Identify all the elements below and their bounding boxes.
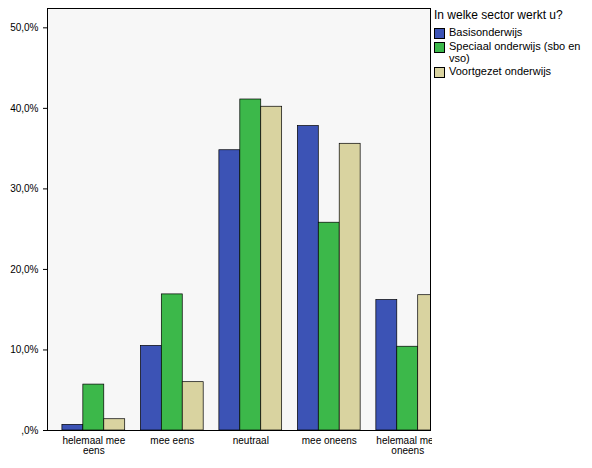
html-text:Speciaal onderwijs (sbo en vso: Speciaal onderwijs (sbo en vso) <box>449 40 581 64</box>
svg-text:neutraal: neutraal <box>233 435 269 446</box>
html-text:In welke sector werkt u?: In welke sector werkt u? <box>434 8 563 22</box>
svg-text:helemaal meeoneens: helemaal meeoneens <box>376 435 432 456</box>
svg-text:20,0%: 20,0% <box>10 264 38 275</box>
svg-text:40,0%: 40,0% <box>10 103 38 114</box>
svg-text:helemaal meeeens: helemaal meeeens <box>62 435 125 456</box>
svg-text:mee oneens: mee oneens <box>302 435 357 446</box>
svg-text:30,0%: 30,0% <box>10 183 38 194</box>
svg-text:10,0%: 10,0% <box>10 344 38 355</box>
svg-text:,0%: ,0% <box>21 425 38 436</box>
html-text:Voortgezet onderwijs: Voortgezet onderwijs <box>449 65 552 77</box>
svg-text:mee eens: mee eens <box>150 435 194 446</box>
svg-text:50,0%: 50,0% <box>10 22 38 33</box>
html-text:Basisonderwijs: Basisonderwijs <box>449 26 523 38</box>
